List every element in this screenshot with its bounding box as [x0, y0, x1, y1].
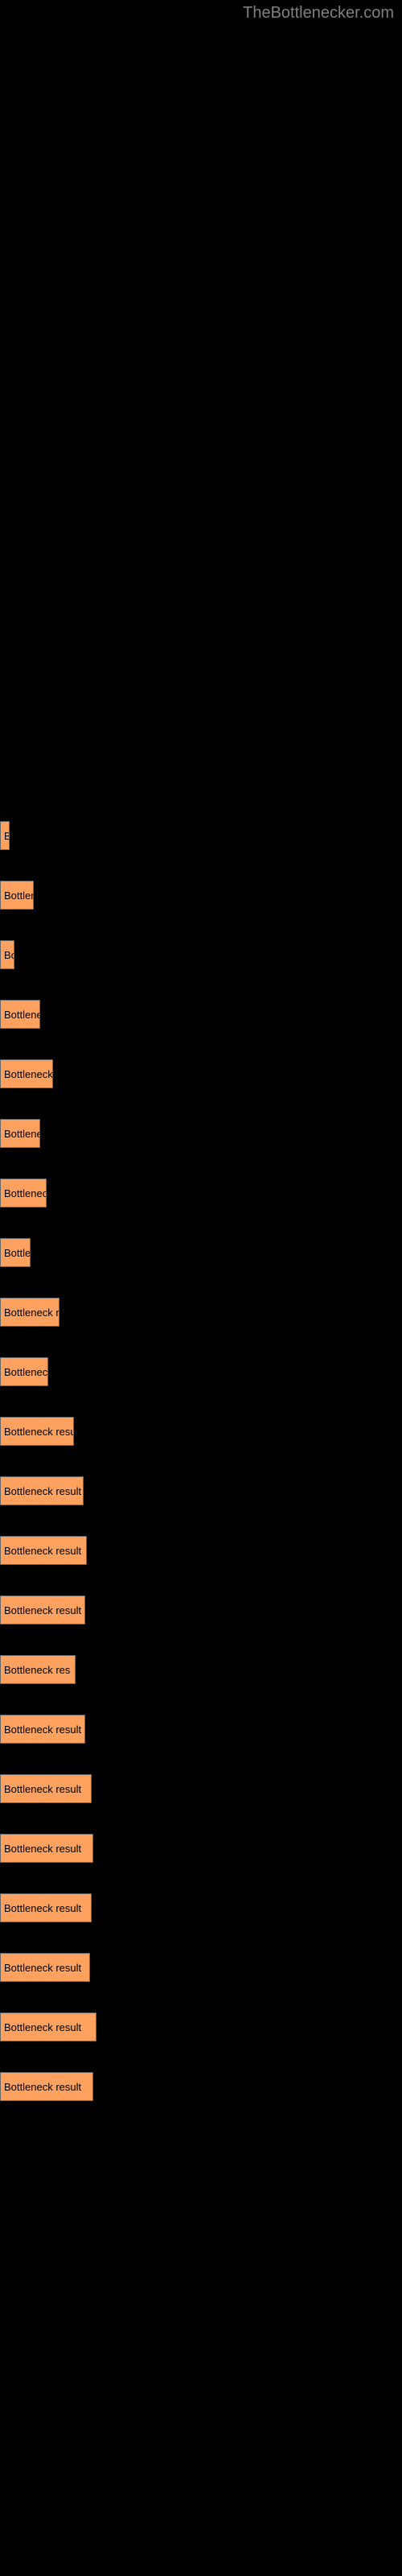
bar-label: Bottleneck result: [4, 1783, 81, 1795]
bar: Bottleneck resu: [0, 1417, 74, 1446]
bar: Bottleneck result: [0, 2072, 93, 2101]
bar: Bottleneck result: [0, 1476, 84, 1505]
bar-label: Bottleneck result: [4, 1545, 81, 1557]
bar: Bottleneck result: [0, 1596, 85, 1624]
bar: Bottleneck result: [0, 1536, 87, 1565]
bar: B: [0, 821, 10, 850]
bar-label: Bottleneck result: [4, 1843, 81, 1855]
bar-row: Bottleneck result: [0, 1596, 402, 1624]
bar-row: Bottleneck result: [0, 1893, 402, 1922]
bar: Bottler: [0, 881, 34, 910]
bar-label: Bottleneck result: [4, 1724, 81, 1736]
bar-label: Bo: [4, 949, 14, 961]
bar-label: Bottlene: [4, 1009, 40, 1021]
bar: Bottleneck r: [0, 1298, 59, 1327]
bar: Bottlene: [0, 1119, 40, 1148]
bar: Bottleneck result: [0, 2013, 96, 2041]
bar-label: Bottleneck r: [4, 1307, 59, 1319]
bar-chart: B Bottler Bo Bottlene Bottleneck Bottlene Bott…: [0, 0, 402, 2101]
bar: Bo: [0, 940, 14, 969]
bar-label: Bottleneck: [4, 1068, 53, 1080]
bar-row: Bottleneck result: [0, 1536, 402, 1565]
bar-label: Bottle: [4, 1247, 31, 1259]
bar-row: B: [0, 821, 402, 850]
bar-row: Bottlenec: [0, 1179, 402, 1208]
bar: Bottleneck result: [0, 1715, 85, 1744]
bar-row: Bottle: [0, 1238, 402, 1267]
bar-row: Bottleneck result: [0, 1476, 402, 1505]
bar-label: Bottleneck result: [4, 1604, 81, 1616]
bar: Bottlene: [0, 1000, 40, 1029]
bar-label: Bottleneck resu: [4, 1426, 74, 1438]
bar-label: Bottleneck result: [4, 1902, 81, 1914]
bar-label: Bottlene: [4, 1128, 40, 1140]
bar: Bottlenec: [0, 1179, 47, 1208]
bar-row: Bottleneck result: [0, 1774, 402, 1803]
bar: Bottleneck result: [0, 1953, 90, 1982]
bar-row: Bottlenec: [0, 1357, 402, 1386]
bar-row: Bottleneck resu: [0, 1417, 402, 1446]
bar-label: Bottlenec: [4, 1366, 47, 1378]
bar-row: Bottleneck result: [0, 1953, 402, 1982]
bar-row: Bottleneck: [0, 1059, 402, 1088]
bar-label: Bottleneck result: [4, 1485, 81, 1497]
bar-row: Bottleneck result: [0, 2072, 402, 2101]
watermark-text: TheBottlenecker.com: [243, 4, 394, 23]
bar: Bottleneck result: [0, 1774, 92, 1803]
bar-label: Bottleneck result: [4, 2021, 81, 2033]
bar-label: Bottler: [4, 890, 34, 902]
bar-row: Bo: [0, 940, 402, 969]
bar-label: Bottleneck res: [4, 1664, 70, 1676]
bar: Bottleneck result: [0, 1834, 93, 1863]
bar-row: Bottler: [0, 881, 402, 910]
bar-row: Bottleneck result: [0, 1715, 402, 1744]
bar-row: Bottleneck r: [0, 1298, 402, 1327]
bar: Bottleneck: [0, 1059, 53, 1088]
bar: Bottleneck res: [0, 1655, 76, 1684]
bar-row: Bottlene: [0, 1119, 402, 1148]
bar-label: Bottlenec: [4, 1187, 47, 1199]
bar-label: Bottleneck result: [4, 2081, 81, 2093]
bar: Bottle: [0, 1238, 31, 1267]
bar-row: Bottleneck result: [0, 2013, 402, 2041]
bar: Bottleneck result: [0, 1893, 92, 1922]
bar-label: B: [4, 830, 10, 842]
bar-label: Bottleneck result: [4, 1962, 81, 1974]
bar-row: Bottleneck result: [0, 1834, 402, 1863]
bar-row: Bottlene: [0, 1000, 402, 1029]
bar: Bottlenec: [0, 1357, 48, 1386]
bar-row: Bottleneck res: [0, 1655, 402, 1684]
